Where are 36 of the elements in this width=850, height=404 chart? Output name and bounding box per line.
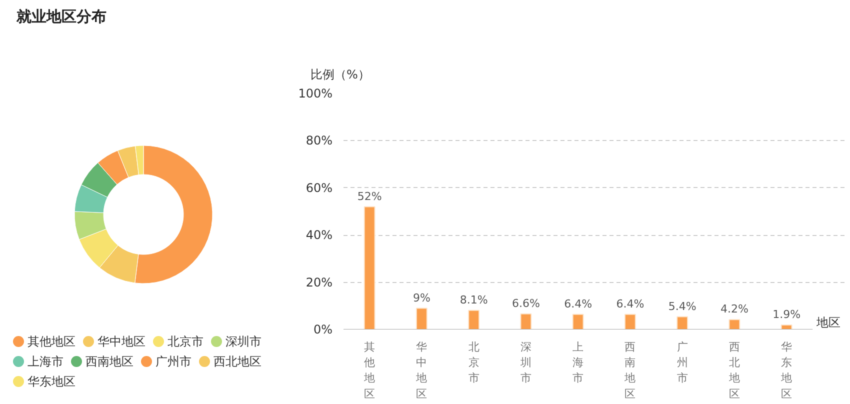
x-tick-label: 华东地区 xyxy=(780,340,792,400)
chart-title: 就业地区分布 xyxy=(16,8,106,26)
data-label: 6.4% xyxy=(564,297,592,310)
y-tick-label: 60% xyxy=(306,180,332,195)
y-tick-label: 40% xyxy=(306,228,332,242)
bar xyxy=(416,308,428,330)
x-tick-label: 北京市 xyxy=(468,340,480,385)
data-label: 52% xyxy=(357,190,382,203)
x-tick-label: 西南地区 xyxy=(624,340,636,400)
y-axis-title: 比例（%） xyxy=(310,68,370,82)
bar xyxy=(520,313,532,330)
y-tick-label: 0% xyxy=(313,322,333,336)
x-tick-label: 深圳市 xyxy=(519,340,532,385)
x-axis-title: 地区 xyxy=(816,316,841,330)
data-label: 8.1% xyxy=(460,293,488,306)
data-label: 5.4% xyxy=(668,300,696,313)
bar xyxy=(364,206,376,330)
bar xyxy=(468,310,480,330)
x-tick-label: 其他地区 xyxy=(363,340,376,400)
y-tick-label: 100% xyxy=(298,86,333,100)
bar xyxy=(624,314,636,330)
bar xyxy=(572,314,584,330)
bar xyxy=(676,316,688,330)
data-label: 6.4% xyxy=(616,297,644,310)
data-label: 1.9% xyxy=(772,308,801,322)
y-tick-label: 80% xyxy=(306,134,332,148)
bar xyxy=(780,324,792,330)
data-label: 9% xyxy=(412,291,430,304)
x-tick-label: 上海市 xyxy=(572,340,584,385)
x-tick-label: 华中地区 xyxy=(415,340,428,400)
x-tick-label: 广州市 xyxy=(676,340,688,385)
y-tick-label: 20% xyxy=(306,275,332,290)
bar xyxy=(728,319,740,330)
x-tick-label: 西北地区 xyxy=(728,340,740,400)
data-label: 6.6% xyxy=(512,296,540,310)
data-label: 4.2% xyxy=(720,302,748,316)
